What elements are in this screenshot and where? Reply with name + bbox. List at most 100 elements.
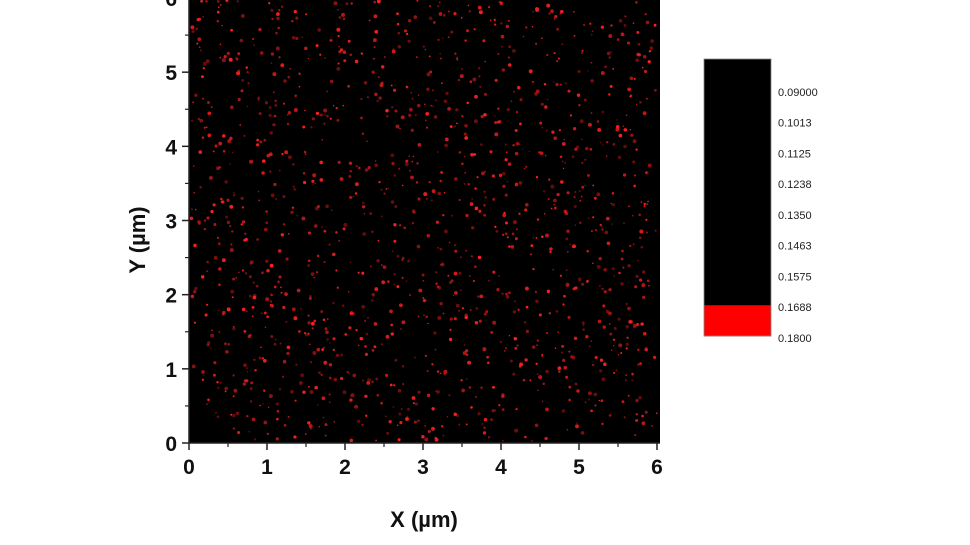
data-point <box>440 263 442 266</box>
data-point <box>559 12 562 15</box>
data-point <box>293 435 297 439</box>
data-point <box>377 239 380 242</box>
data-point <box>408 294 412 297</box>
data-point <box>628 320 633 324</box>
data-point <box>216 166 220 171</box>
data-point <box>613 274 616 277</box>
data-point <box>590 33 593 36</box>
data-point <box>456 414 460 418</box>
data-point <box>258 199 261 202</box>
data-point <box>460 289 462 292</box>
data-point <box>481 423 484 425</box>
colorbar-band <box>704 182 771 214</box>
data-point <box>594 404 597 407</box>
data-point <box>417 94 420 96</box>
data-point <box>319 114 322 117</box>
data-point <box>600 71 605 75</box>
data-point <box>269 170 272 173</box>
data-point <box>465 423 468 426</box>
data-point <box>616 38 620 41</box>
data-point <box>596 264 601 269</box>
data-point <box>444 143 448 148</box>
data-point <box>248 294 252 298</box>
data-point <box>471 226 475 230</box>
data-point <box>636 323 640 326</box>
data-point <box>535 8 539 13</box>
data-point <box>534 290 538 294</box>
data-point <box>654 88 657 92</box>
data-point <box>608 93 611 96</box>
colorbar-band <box>704 89 771 122</box>
data-point <box>517 308 520 311</box>
data-point <box>484 60 486 63</box>
data-point <box>461 68 463 70</box>
data-point <box>407 39 411 43</box>
data-point <box>464 124 468 128</box>
data-point <box>305 13 308 16</box>
data-point <box>573 336 578 341</box>
data-point <box>324 423 328 427</box>
data-point <box>219 4 222 6</box>
data-point <box>314 206 319 211</box>
data-point <box>519 122 522 126</box>
data-point <box>401 320 406 325</box>
data-point <box>367 317 369 319</box>
data-point <box>205 59 210 64</box>
data-point <box>635 148 638 151</box>
data-point <box>286 345 291 350</box>
colorbar-label: 0.1800 <box>778 333 812 345</box>
data-point <box>208 175 213 180</box>
data-point <box>550 184 555 189</box>
data-point <box>225 350 229 354</box>
data-point <box>235 411 240 416</box>
data-point <box>268 394 273 399</box>
data-point <box>566 191 570 195</box>
data-point <box>480 143 483 147</box>
data-point <box>416 162 419 165</box>
data-point <box>278 388 282 391</box>
data-point <box>424 424 427 427</box>
data-point <box>249 159 254 164</box>
data-point <box>304 46 308 51</box>
data-point <box>439 247 443 251</box>
data-point <box>557 57 561 60</box>
data-point <box>189 216 194 221</box>
data-point <box>437 191 442 196</box>
data-point <box>295 363 298 366</box>
data-point <box>262 403 264 405</box>
data-point <box>487 361 490 365</box>
data-point <box>625 325 629 329</box>
data-point <box>323 360 328 365</box>
data-point <box>483 204 486 207</box>
data-point <box>561 43 563 45</box>
data-point <box>218 141 223 146</box>
data-point <box>435 282 438 285</box>
data-point <box>645 231 648 234</box>
data-point <box>354 404 359 409</box>
data-point <box>226 220 231 225</box>
data-point <box>246 71 249 74</box>
data-point <box>261 312 263 315</box>
data-point <box>348 372 351 375</box>
data-point <box>231 151 234 154</box>
data-point <box>532 10 534 13</box>
data-point <box>245 367 248 370</box>
data-point <box>305 332 309 337</box>
data-point <box>515 110 519 114</box>
data-point <box>232 194 236 197</box>
data-point <box>483 190 486 193</box>
data-point <box>299 381 303 385</box>
data-point <box>612 67 615 70</box>
data-point <box>474 187 477 190</box>
data-point <box>503 349 506 352</box>
data-point <box>373 322 378 326</box>
colorbar-label: 0.09000 <box>778 87 818 99</box>
data-point <box>473 153 477 156</box>
data-point <box>583 98 587 102</box>
data-point <box>268 152 273 157</box>
data-point <box>594 355 598 360</box>
data-point <box>483 312 487 316</box>
data-point <box>213 223 217 226</box>
y-tick-label: 1 <box>165 359 177 382</box>
data-point <box>627 394 630 397</box>
